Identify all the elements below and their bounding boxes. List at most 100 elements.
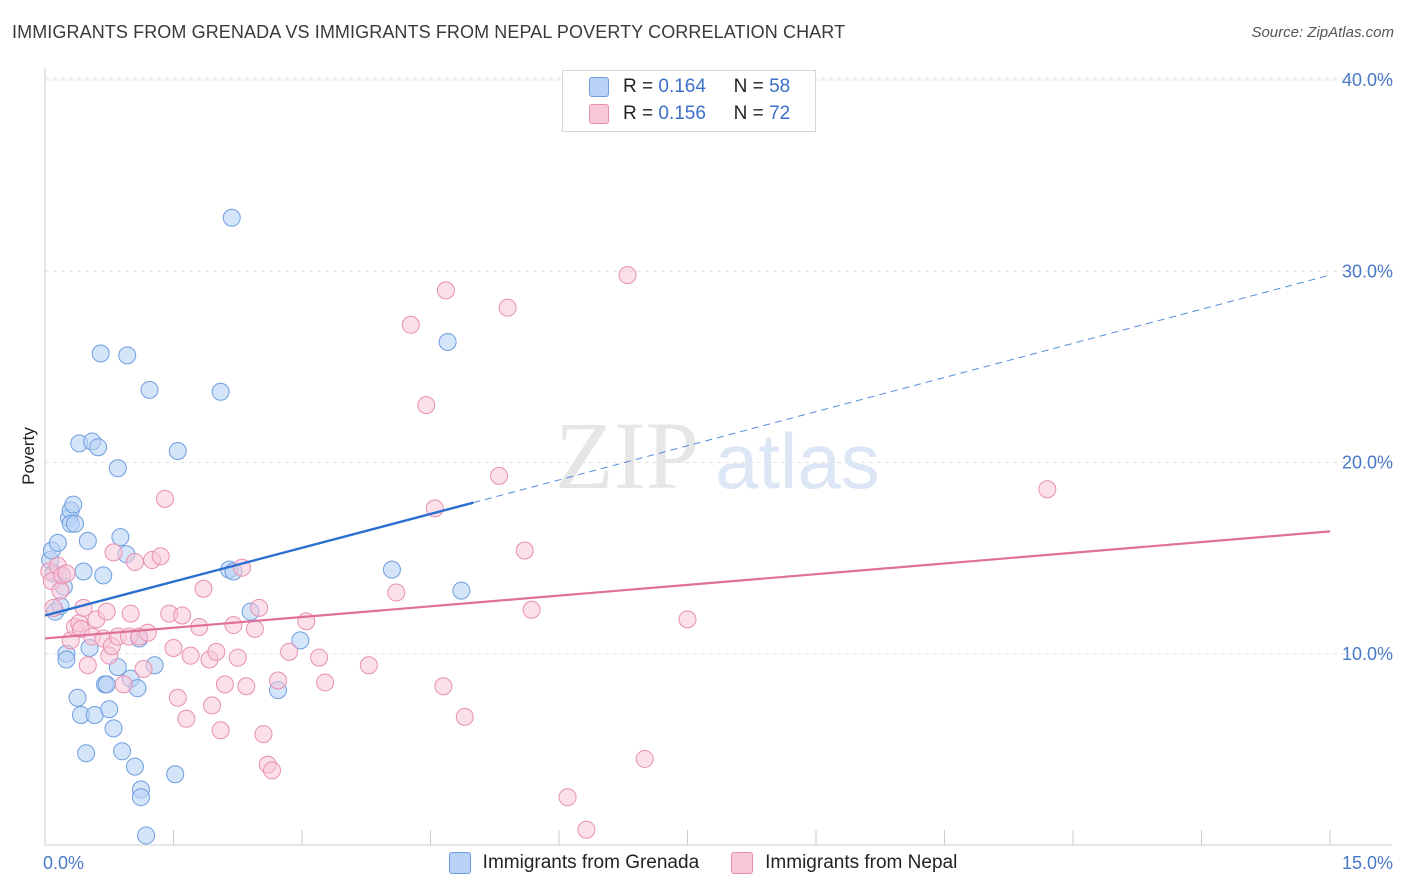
nepal-point: [618, 266, 637, 285]
stats-row-grenada: R = 0.164 N = 58: [589, 75, 790, 99]
nepal-point: [104, 543, 123, 562]
n-value: 72: [769, 103, 791, 124]
nepal-point: [125, 552, 144, 571]
grenada-point: [438, 333, 457, 352]
nepal-point: [155, 489, 174, 508]
nepal-point: [401, 315, 420, 334]
nepal-point: [387, 583, 406, 602]
grenada-swatch: [589, 77, 609, 97]
stats-legend: R = 0.164 N = 58 R = 0.156 N = 72: [562, 70, 816, 132]
nepal-point: [138, 623, 157, 642]
y-tick-label: 30.0%: [1342, 261, 1393, 281]
nepal-point: [678, 610, 697, 629]
nepal-point: [316, 673, 335, 692]
grenada-point: [57, 650, 76, 669]
nepal-point: [224, 616, 243, 635]
nepal-point: [164, 639, 183, 658]
nepal-point: [490, 466, 509, 485]
nepal-point: [97, 602, 116, 621]
nepal-point: [78, 656, 97, 675]
grenada-point: [65, 514, 84, 533]
nepal-point: [181, 646, 200, 665]
r-value: 0.164: [658, 76, 706, 97]
watermark-zip: ZIP: [555, 402, 699, 509]
y-tick-label: 40.0%: [1342, 70, 1393, 90]
trend-lines: [44, 274, 1331, 640]
n-label: N =: [733, 103, 764, 124]
nepal-point: [515, 541, 534, 560]
nepal-point: [359, 656, 378, 675]
nepal-point: [1038, 480, 1057, 499]
nepal-point: [269, 671, 288, 690]
nepal-point: [173, 606, 192, 625]
nepal-trend-line: [44, 530, 1331, 640]
legend-item-nepal[interactable]: Immigrants from Nepal: [731, 852, 957, 874]
nepal-point: [434, 677, 453, 696]
nepal-point: [177, 709, 196, 728]
series-legend: Immigrants from Grenada Immigrants from …: [0, 852, 1406, 874]
grenada-point: [222, 208, 241, 227]
nepal-point: [228, 648, 247, 667]
nepal-point: [207, 642, 226, 661]
grenada-point: [100, 700, 119, 719]
legend-label-nepal: Immigrants from Nepal: [765, 852, 958, 873]
grenada-point: [104, 719, 123, 738]
nepal-point: [280, 642, 299, 661]
x-tick-label-max: 15.0%: [1342, 853, 1393, 873]
grenada-point: [97, 675, 116, 694]
nepal-point: [522, 600, 541, 619]
nepal-point: [237, 677, 256, 696]
chart-title: IMMIGRANTS FROM GRENADA VS IMMIGRANTS FR…: [12, 22, 846, 42]
n-label: N =: [733, 76, 764, 97]
grenada-point: [382, 560, 401, 579]
nepal-point: [211, 721, 230, 740]
grenada-point: [140, 380, 159, 399]
grenada-point: [74, 562, 93, 581]
axes: [44, 68, 1392, 846]
series-grenada-points: [41, 208, 471, 845]
nepal-point: [436, 281, 455, 300]
grenada-swatch: [448, 852, 471, 874]
grenada-point: [168, 442, 187, 461]
nepal-point: [635, 749, 654, 768]
nepal-point: [151, 547, 170, 566]
grenada-point: [68, 688, 87, 707]
nepal-point: [203, 696, 222, 715]
grenada-point: [89, 438, 108, 457]
grenada-trend-line: [44, 501, 474, 617]
watermark-atlas: atlas: [715, 417, 880, 505]
nepal-point: [245, 619, 264, 638]
legend-item-grenada[interactable]: Immigrants from Grenada: [448, 852, 700, 874]
grenada-point: [452, 581, 471, 600]
nepal-point: [558, 788, 577, 807]
series-nepal-points: [40, 266, 1057, 839]
nepal-point: [263, 761, 282, 780]
y-axis-label: Poverty: [19, 427, 38, 485]
grenada-point: [113, 742, 132, 761]
nepal-point: [577, 820, 596, 839]
grenada-point: [77, 744, 96, 763]
r-label: R =: [623, 103, 654, 124]
nepal-point: [250, 598, 269, 617]
grenada-point: [94, 566, 113, 585]
grenada-point: [211, 382, 230, 401]
grenada-point: [166, 765, 185, 784]
nepal-point: [57, 564, 76, 583]
n-value: 58: [769, 76, 791, 97]
nepal-point: [498, 298, 517, 317]
nepal-point: [194, 579, 213, 598]
nepal-point: [134, 660, 153, 679]
nepal-point: [254, 725, 273, 744]
nepal-point: [215, 675, 234, 694]
nepal-point: [417, 396, 436, 415]
grenada-point: [111, 528, 130, 547]
stats-row-nepal: R = 0.156 N = 72: [589, 102, 790, 126]
grenada-point: [78, 531, 97, 550]
r-value: 0.156: [658, 103, 706, 124]
x-tick-label-min: 0.0%: [43, 853, 84, 873]
grenada-point: [137, 826, 156, 845]
nepal-point: [51, 581, 70, 600]
r-label: R =: [623, 76, 654, 97]
legend-label-grenada: Immigrants from Grenada: [482, 852, 700, 873]
